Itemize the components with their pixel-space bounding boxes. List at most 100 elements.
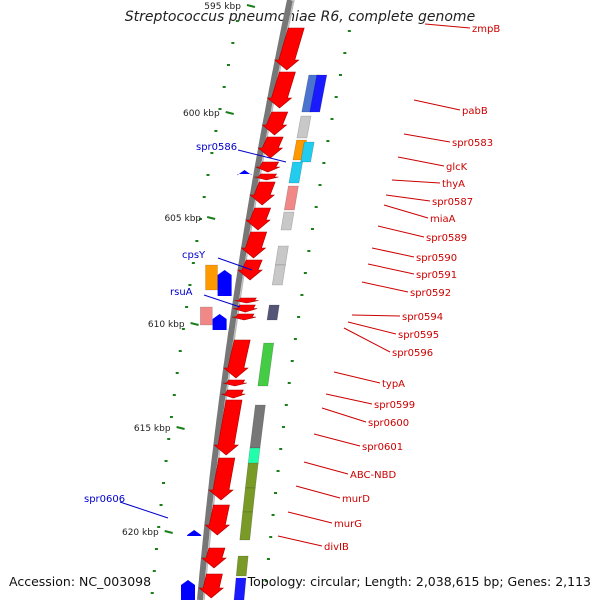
label-leader [367,263,415,275]
cog-block [283,185,299,211]
guide-dot [198,218,202,220]
scale-tick-label: 610 kbp [148,320,185,330]
guide-dot [338,74,342,76]
gene-label-left: spr0586 [196,142,237,153]
gene-label-right: miaA [430,214,456,225]
gene-label-right: murG [334,519,362,530]
label-leader [119,501,169,519]
reverse-gene-arrow [181,580,195,600]
label-leader [403,133,451,143]
scale-tick-label: 605 kbp [164,214,201,224]
guide-dot [152,570,156,572]
scale-tick [164,530,173,534]
cog-block [296,115,312,139]
guide-dot [307,250,311,252]
scale-tick-label: 600 kbp [183,109,220,119]
guide-dot [150,592,154,594]
cds-arrow [231,313,257,321]
guide-dot [235,20,239,22]
guide-dot [188,284,192,286]
label-leader [424,23,471,29]
guide-dot [303,272,307,274]
gene-label-left: spr0606 [84,494,125,505]
label-leader [347,321,397,335]
label-leader [361,281,409,293]
label-leader [371,247,415,258]
reverse-gene-arrow [217,270,232,296]
scale-tick-label: 615 kbp [134,424,171,434]
cog-block [309,74,328,113]
cds-arrow [222,379,247,387]
guide-dot [274,492,278,494]
reverse-gene-arrow [212,314,227,330]
guide-dot [293,338,297,340]
cds-arrow [234,297,259,304]
guide-dot [347,30,351,32]
label-leader [413,99,461,111]
cds-arrow [223,339,251,379]
guide-dot [310,228,314,230]
label-leader [351,314,401,317]
guide-dot [279,448,283,450]
cds-arrow [213,399,243,456]
cds-arrow [240,231,268,259]
label-leader [277,535,323,547]
guide-dot [322,162,326,164]
label-leader [303,461,349,475]
cog-block [300,141,315,163]
gene-label-right: murD [342,494,370,505]
label-leader [295,485,341,499]
gene-label-left: cpsY [182,250,206,261]
cds-arrow [245,207,272,231]
guide-dot [169,416,173,418]
cds-arrow [273,27,305,71]
label-leader [217,257,253,271]
scale-tick [225,111,234,115]
scale-tick [176,426,185,430]
label-leader [237,149,287,163]
scale-tick-label: 595 kbp [204,2,241,12]
map-title: Streptococcus pneumoniae R6, complete ge… [124,9,476,25]
guide-dot [164,460,168,462]
label-leader [325,393,373,405]
gene-label-right: thyA [442,179,465,190]
gene-label-right: spr0583 [452,138,493,149]
cds-arrow [237,259,263,281]
guide-dot [284,404,288,406]
cds-arrow [198,573,225,599]
label-leader [333,371,381,384]
cog-block [247,447,261,465]
guide-dot [297,316,301,318]
guide-dot [330,118,334,120]
guide-dot [287,382,291,384]
gene-label-right: spr0592 [410,288,451,299]
left-category-block [205,264,218,291]
gene-label-right: glcK [446,162,468,173]
gene-label-right: spr0590 [416,253,457,264]
gene-label-right: spr0587 [432,197,473,208]
guide-dot [222,86,226,88]
label-leader [343,327,391,353]
guide-dot [167,438,171,440]
gene-label-right: spr0589 [426,233,467,244]
guide-dot [172,394,176,396]
reverse-gene-arrow [237,170,252,175]
guide-dot [271,514,275,516]
guide-dot [343,52,347,54]
guide-dot [290,360,294,362]
gene-label-left: rsuA [170,287,193,298]
cds-arrow [204,504,231,536]
gene-label-right: spr0599 [374,400,415,411]
guide-dot [269,536,273,538]
cog-block [242,487,256,513]
label-leader [203,294,241,308]
cds-arrow [249,181,276,206]
guide-dot [185,306,189,308]
label-leader [321,407,367,423]
guide-dot [314,206,318,208]
cds-arrow [254,173,279,181]
guide-dot [218,108,222,110]
scale-tick-label: 620 kbp [122,528,159,538]
label-leader [385,194,431,202]
